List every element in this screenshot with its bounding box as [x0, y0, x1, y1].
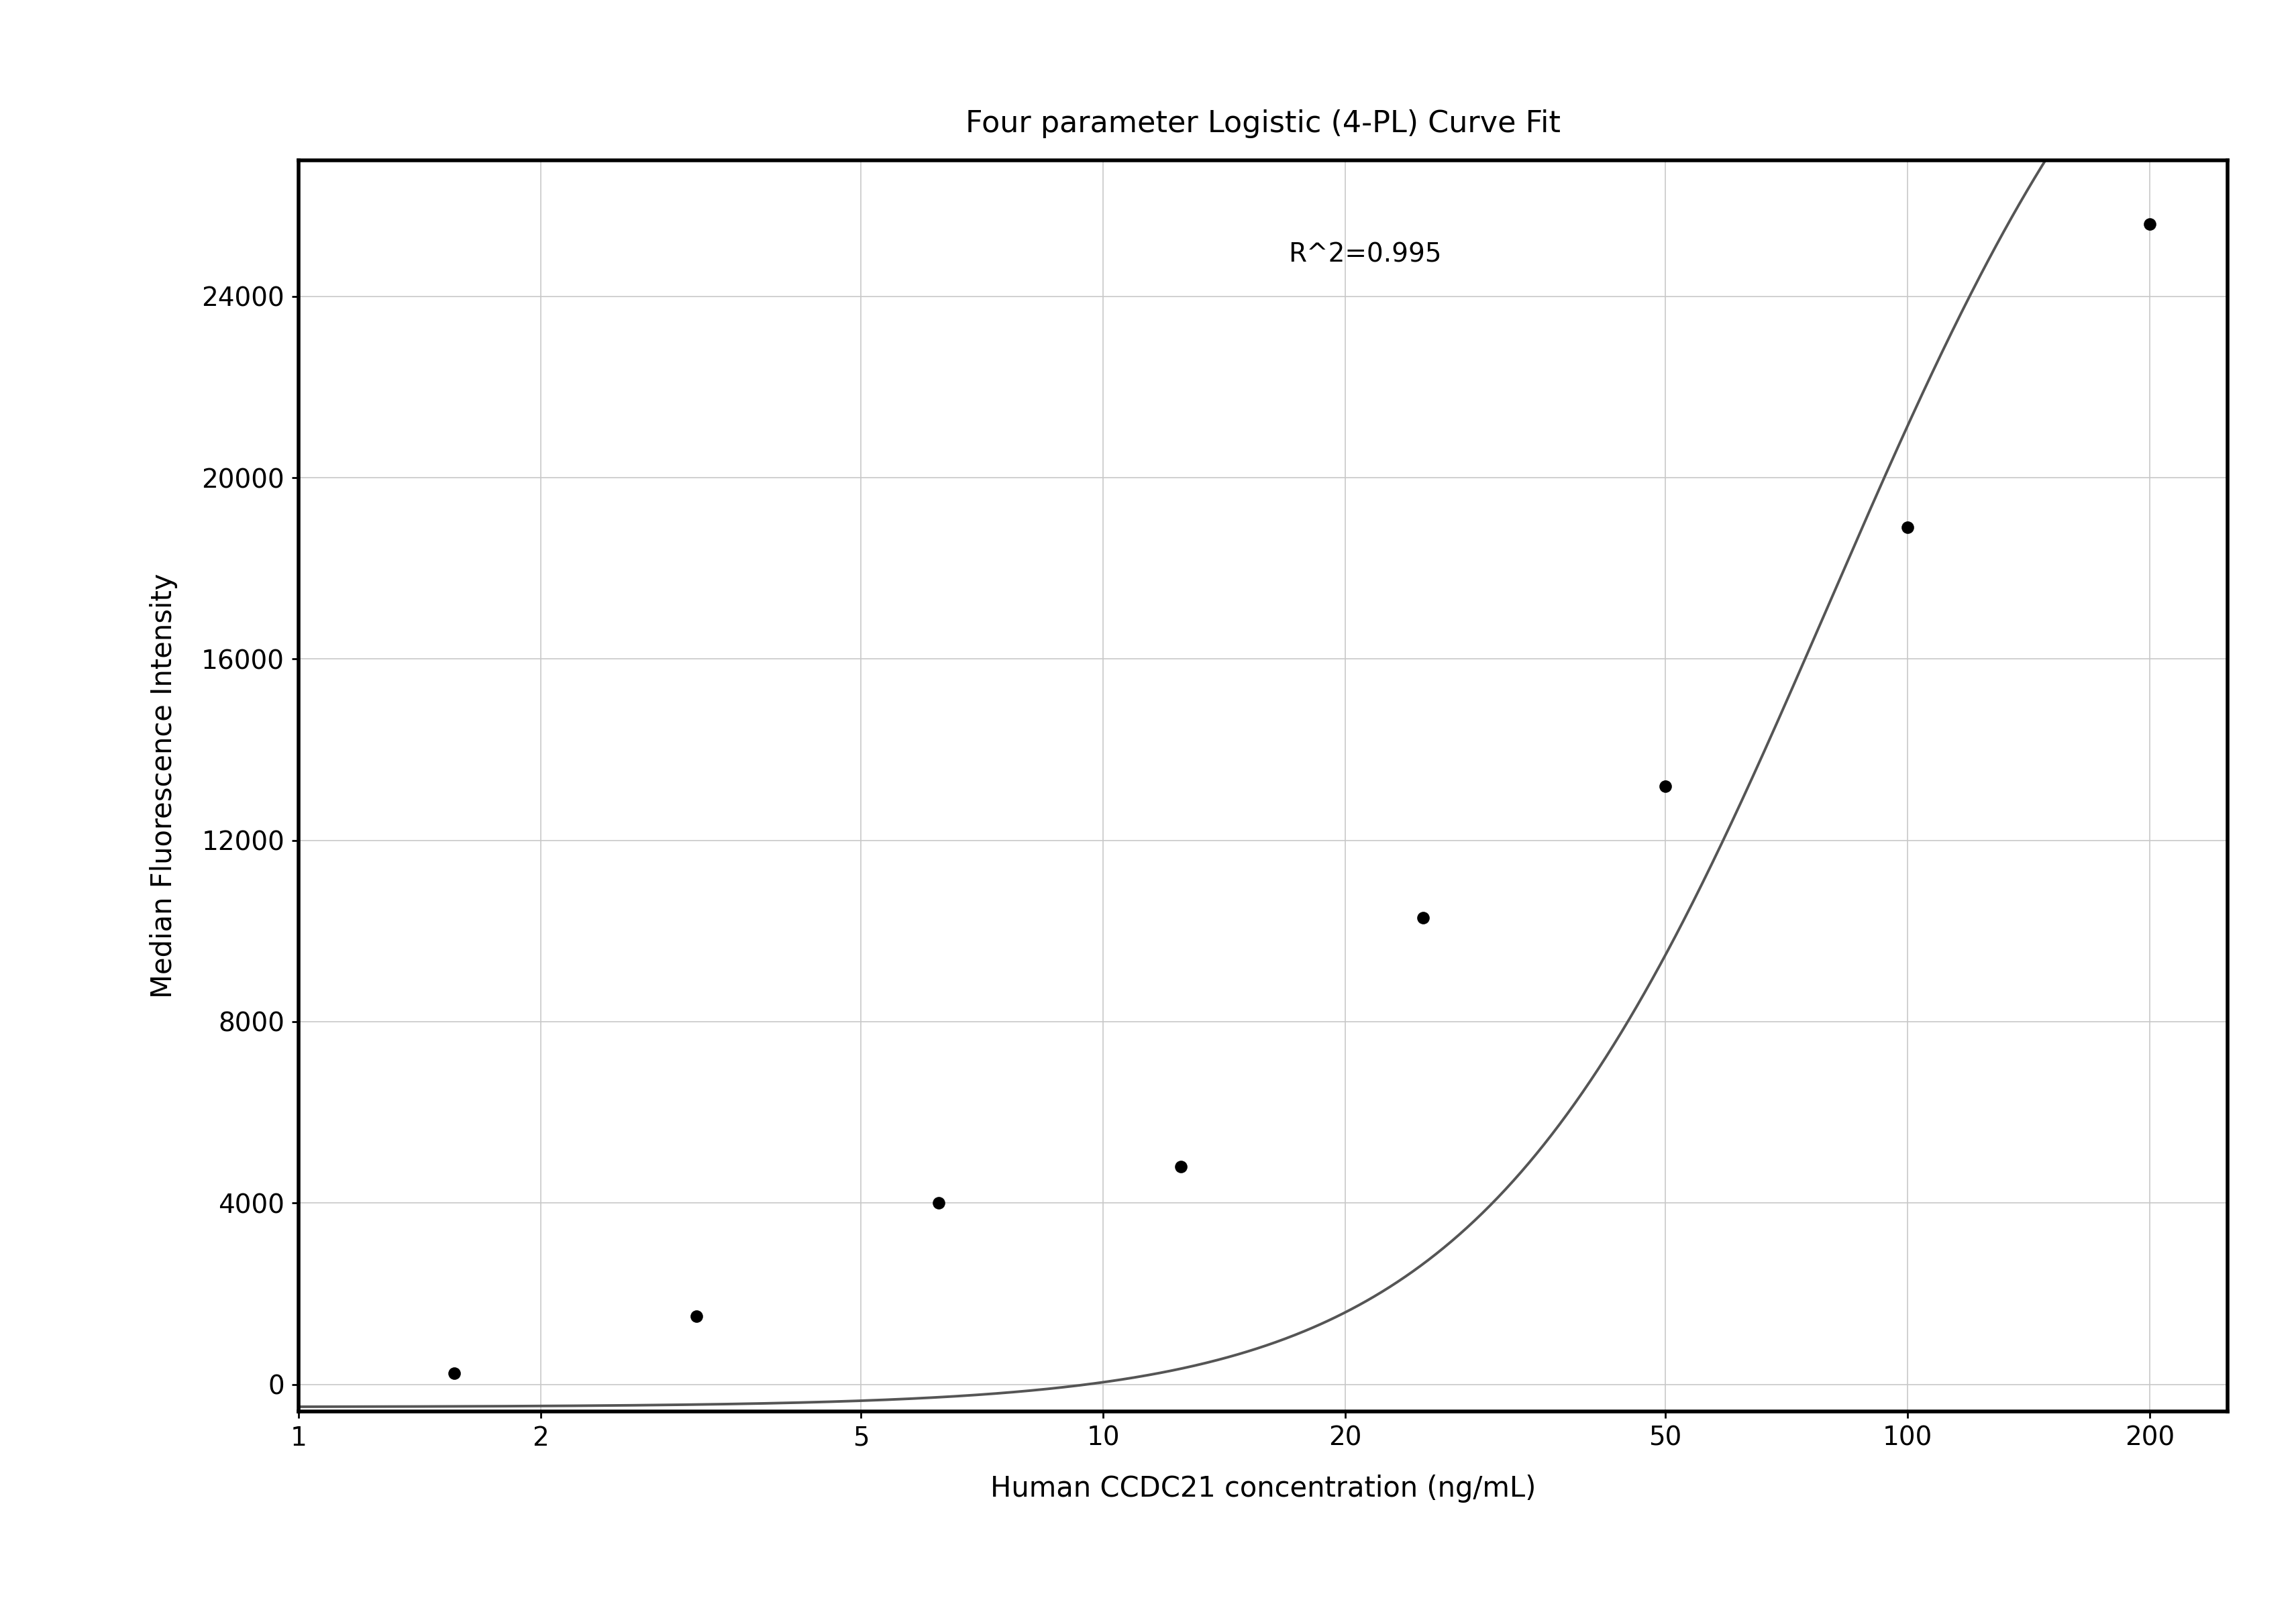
Title: Four parameter Logistic (4-PL) Curve Fit: Four parameter Logistic (4-PL) Curve Fit [964, 109, 1561, 138]
Point [921, 1190, 957, 1216]
Point [1646, 773, 1683, 799]
Point [1162, 1153, 1199, 1179]
Point [1890, 515, 1926, 541]
Point [677, 1304, 714, 1330]
Point [436, 1360, 473, 1386]
Text: R^2=0.995: R^2=0.995 [1288, 242, 1442, 268]
Y-axis label: Median Fluorescence Intensity: Median Fluorescence Intensity [149, 574, 179, 998]
Point [1405, 905, 1442, 930]
X-axis label: Human CCDC21 concentration (ng/mL): Human CCDC21 concentration (ng/mL) [990, 1474, 1536, 1503]
Point [2131, 212, 2167, 237]
